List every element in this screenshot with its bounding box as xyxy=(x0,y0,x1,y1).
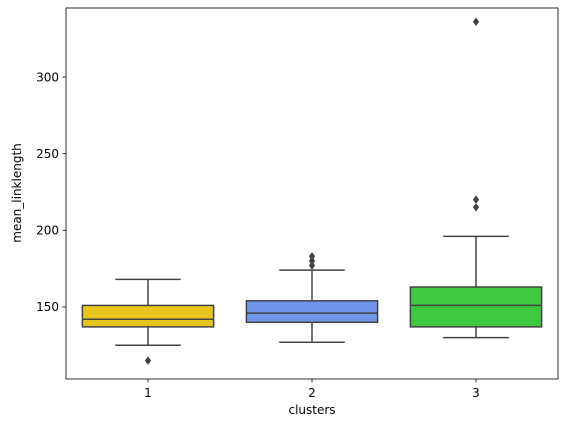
x-axis-label: clusters xyxy=(288,403,335,417)
outlier-point xyxy=(308,256,316,266)
box-group-cluster-1 xyxy=(81,278,215,365)
x-tick-label: 1 xyxy=(144,386,152,400)
y-tick-label: 250 xyxy=(36,147,59,161)
outlier-point xyxy=(144,356,152,365)
y-tick-label: 150 xyxy=(36,300,59,314)
outlier-point xyxy=(308,252,316,261)
box-group-cluster-2 xyxy=(245,252,379,343)
outlier-point xyxy=(472,195,480,204)
x-tick-label: 3 xyxy=(472,386,480,400)
box-iqr xyxy=(245,300,379,324)
outlier-point xyxy=(472,17,480,26)
x-axis: 1 2 3 xyxy=(144,379,480,400)
y-tick-label: 200 xyxy=(36,224,59,238)
box-iqr xyxy=(409,286,543,328)
y-tick-label: 300 xyxy=(36,70,59,84)
outlier-point xyxy=(308,261,316,270)
plot-marks xyxy=(81,17,543,365)
y-axis-label: mean_linklength xyxy=(10,143,24,243)
outlier-point xyxy=(472,203,480,212)
box-group-cluster-3 xyxy=(409,17,543,339)
box-iqr xyxy=(81,304,215,328)
y-axis: 150 200 250 300 xyxy=(36,70,66,314)
x-tick-label: 2 xyxy=(308,386,316,400)
